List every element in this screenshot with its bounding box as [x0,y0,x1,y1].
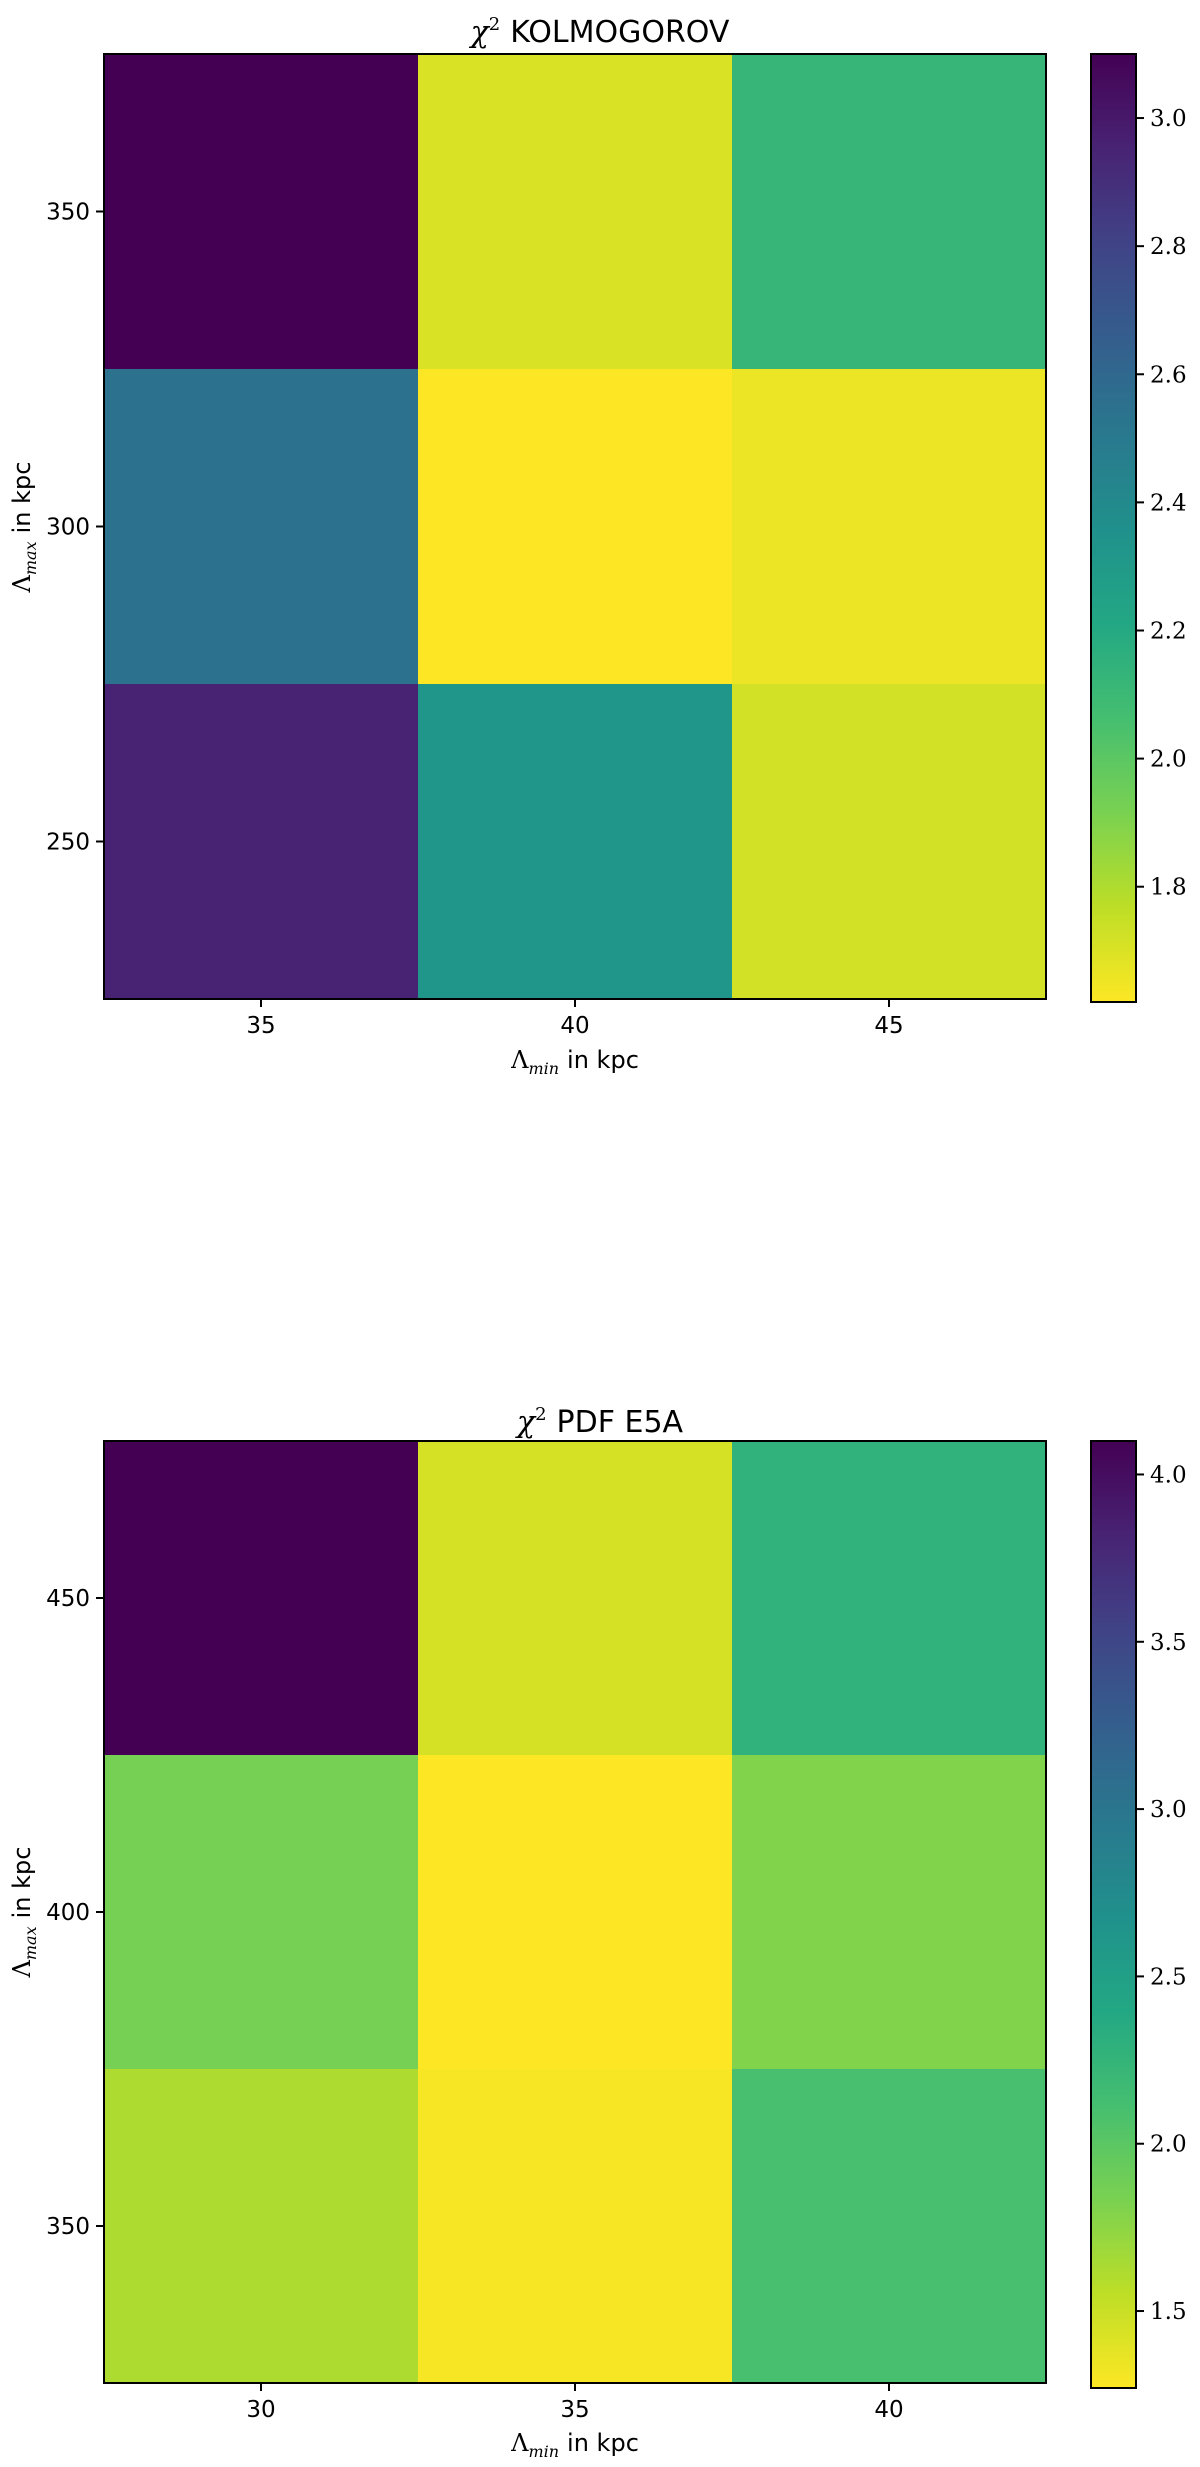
colorbar-tick-label: 2.2 [1150,618,1187,644]
colorbar-tick-label: 4.0 [1150,1462,1187,1488]
x-axis-label: Λmin in kpc [510,1046,639,1078]
y-tick-label: 250 [46,830,90,856]
heatmap-cell-r1-c2 [732,369,1047,685]
colorbar-tick-label: 2.4 [1150,490,1187,516]
heatmap-chart-kolmogorov: χ2 KOLMOGOROV 35 40 45 350 300 250 Λmin in kpc… [8,14,1187,1078]
heatmap-chart-pdf-e5a: χ2 PDF E5A 30 35 40 450 400 350 Λmin in kpc Λm… [8,1404,1187,2461]
heatmap-cell-r0-c1 [418,1441,733,1756]
colorbar-tick-label: 3.0 [1150,1797,1187,1823]
colorbar-tick-label: 1.5 [1150,2299,1187,2325]
heatmap-cell-r0-c0 [104,54,419,370]
colorbar [1091,54,1136,1002]
colorbar-tick-label: 2.6 [1150,362,1187,388]
y-tick-label: 450 [46,1586,90,1612]
ylabel-sub: max [21,541,40,575]
colorbar-frame [1090,53,1137,1003]
heatmap-panel-pdf-e5a: χ2 PDF E5A 30 35 40 450 400 350 Λmin in kpc Λm… [0,1233,1200,2467]
heatmap-cells [104,1441,1047,2384]
heatmap-cell-r2-c2 [732,684,1047,1000]
colorbar-tick-label: 3.5 [1150,1630,1187,1656]
ylabel-text: in kpc [8,462,36,534]
title-superscript: 2 [535,1404,546,1425]
ylabel-symbol: Λ [8,1959,36,1978]
heatmap-cell-r2-c1 [418,684,733,1000]
heatmap-cell-r0-c0 [104,1441,419,1756]
heatmap-cell-r1-c0 [104,369,419,685]
heatmap-cell-r0-c2 [732,54,1047,370]
title-symbol: χ [515,1405,537,1440]
heatmap-panel-kolmogorov: χ2 KOLMOGOROV 35 40 45 350 300 250 Λmin in kpc… [8,14,1187,1078]
ylabel-symbol: Λ [8,574,36,593]
colorbar-tick-label: 3.0 [1150,106,1187,132]
y-tick-label: 350 [46,200,90,226]
colorbar [1091,1441,1136,2388]
colorbar-tick-label: 2.0 [1150,2132,1187,2158]
x-axis-ticks: 30 35 40 [246,2383,904,2423]
xlabel-sub: min [528,1059,559,1078]
y-tick-label: 400 [46,1900,90,1926]
y-axis-ticks: 450 400 350 [46,1586,104,2240]
y-tick-label: 350 [46,2214,90,2240]
colorbar-ticks: 4.0 3.5 3.0 2.5 2.0 1.5 [1136,1462,1187,2325]
heatmap-cell-r1-c2 [732,1755,1047,2070]
ylabel-sub: max [21,1926,40,1960]
heatmap-cell-r1-c1 [418,1755,733,2070]
colorbar-tick-label: 1.8 [1150,875,1187,901]
colorbar-tick-label: 2.8 [1150,234,1187,260]
xlabel-symbol: Λ [510,1046,529,1074]
colorbar-tick-label: 2.5 [1150,1964,1187,1990]
x-axis-ticks: 35 40 45 [246,999,904,1039]
y-axis-label: Λmax in kpc [8,1847,40,1979]
xlabel-symbol: Λ [510,2429,529,2457]
x-tick-label: 35 [246,1013,275,1039]
ylabel-text: in kpc [8,1847,36,1919]
x-tick-label: 35 [560,2397,589,2423]
xlabel-text: in kpc [567,2429,639,2457]
title-text: PDF E5A [557,1405,684,1440]
colorbar-frame [1090,1440,1137,2389]
heatmap-cells [104,54,1047,1000]
xlabel-sub: min [528,2442,559,2461]
xlabel-text: in kpc [567,1046,639,1074]
heatmap-cell-r0-c1 [418,54,733,370]
title-symbol: χ [469,15,491,50]
y-axis-ticks: 350 300 250 [46,200,104,856]
title-superscript: 2 [489,14,500,35]
heatmap-cell-r0-c2 [732,1441,1047,1756]
x-tick-label: 40 [874,2397,903,2423]
chart-title: χ2 KOLMOGOROV [469,14,730,50]
y-axis-label: Λmax in kpc [8,462,40,594]
colorbar-ticks: 3.0 2.8 2.6 2.4 2.2 2.0 1.8 [1136,106,1187,901]
colorbar-tick-label: 2.0 [1150,747,1187,773]
x-tick-label: 30 [246,2397,275,2423]
x-tick-label: 45 [874,1013,903,1039]
title-text: KOLMOGOROV [510,15,730,50]
heatmap-cell-r1-c1 [418,369,733,685]
heatmap-cell-r2-c0 [104,684,419,1000]
heatmap-cell-r2-c0 [104,2069,419,2384]
heatmap-cell-r2-c1 [418,2069,733,2384]
heatmap-cell-r2-c2 [732,2069,1047,2384]
x-tick-label: 40 [560,1013,589,1039]
heatmap-cell-r1-c0 [104,1755,419,2070]
x-axis-label: Λmin in kpc [510,2429,639,2461]
chart-title: χ2 PDF E5A [515,1404,684,1440]
y-tick-label: 300 [46,515,90,541]
